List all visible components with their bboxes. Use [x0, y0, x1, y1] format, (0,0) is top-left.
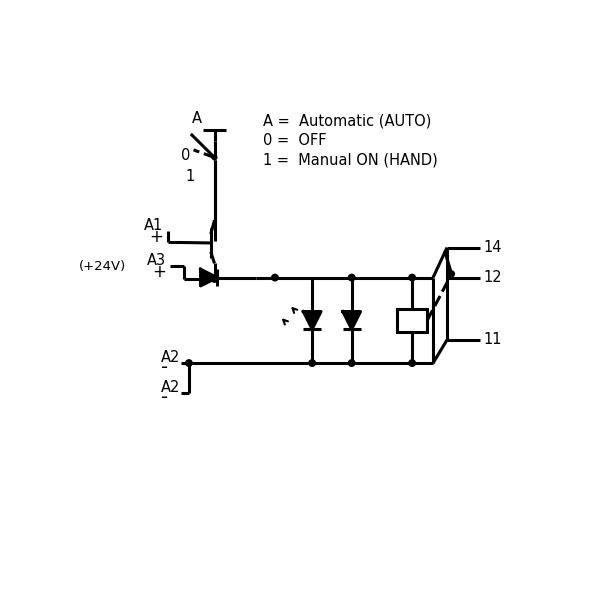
Text: 1 =  Manual ON (HAND): 1 = Manual ON (HAND): [263, 153, 438, 168]
Text: +: +: [152, 263, 166, 281]
Bar: [397, 309, 427, 332]
Text: -: -: [161, 388, 168, 407]
Text: A2: A2: [161, 380, 181, 395]
Circle shape: [212, 155, 217, 160]
Text: +: +: [149, 228, 163, 246]
Circle shape: [409, 274, 415, 281]
Circle shape: [309, 360, 316, 366]
Circle shape: [185, 360, 192, 366]
Text: 0: 0: [181, 148, 190, 163]
Text: A1: A1: [144, 218, 163, 233]
Text: A2: A2: [161, 350, 181, 365]
Circle shape: [349, 360, 355, 366]
Text: A3: A3: [146, 253, 166, 268]
Text: A: A: [191, 110, 202, 125]
Text: -: -: [161, 358, 168, 377]
Circle shape: [409, 360, 415, 366]
Polygon shape: [304, 311, 321, 329]
Circle shape: [349, 274, 355, 281]
Circle shape: [449, 271, 454, 277]
Text: 0 =  OFF: 0 = OFF: [263, 133, 327, 148]
Polygon shape: [200, 269, 217, 286]
Text: A =  Automatic (AUTO): A = Automatic (AUTO): [263, 113, 432, 128]
Polygon shape: [343, 311, 361, 329]
Circle shape: [211, 276, 218, 282]
Text: 11: 11: [483, 332, 502, 347]
Text: (+24V): (+24V): [79, 260, 126, 272]
Circle shape: [272, 274, 278, 281]
Text: 14: 14: [483, 240, 502, 255]
Text: 12: 12: [483, 270, 502, 285]
Text: 1: 1: [185, 169, 195, 184]
